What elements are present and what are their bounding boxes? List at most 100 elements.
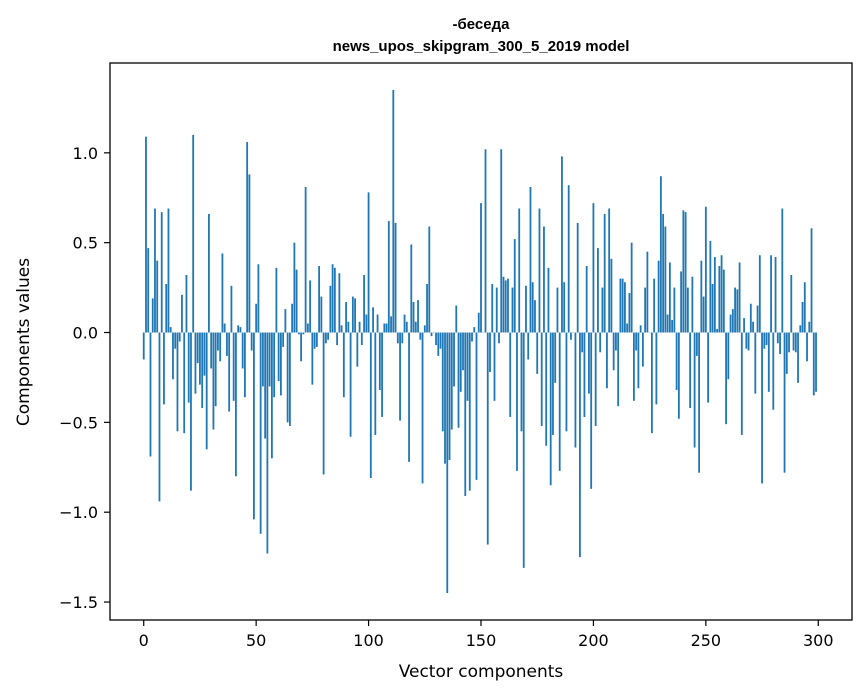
bar	[567, 185, 570, 333]
bar	[149, 332, 152, 457]
bar	[713, 257, 716, 333]
bar	[711, 284, 714, 333]
bar	[511, 287, 514, 333]
bar	[776, 332, 779, 344]
bars-group	[142, 89, 817, 594]
bar	[266, 332, 269, 554]
bar	[228, 332, 231, 412]
bar	[653, 278, 656, 333]
bar	[498, 332, 500, 344]
bar	[657, 260, 660, 333]
bar	[405, 321, 408, 333]
bar	[387, 221, 390, 333]
bar	[201, 332, 204, 408]
bar	[507, 278, 509, 333]
bar	[491, 284, 494, 333]
bar	[396, 332, 399, 344]
bar	[423, 325, 426, 333]
bar	[435, 332, 437, 346]
bar	[761, 332, 763, 484]
bar	[754, 332, 757, 394]
bar	[354, 298, 356, 333]
bar	[239, 327, 242, 333]
bar	[552, 332, 554, 435]
bar	[378, 332, 381, 391]
bar	[244, 332, 246, 398]
bar	[295, 269, 298, 333]
bar	[480, 203, 482, 333]
bar	[486, 332, 489, 545]
bar	[428, 226, 431, 333]
bar	[160, 212, 163, 333]
bar	[619, 278, 622, 333]
bar	[707, 332, 709, 403]
bar	[156, 260, 159, 333]
bar	[255, 303, 258, 333]
bar	[219, 332, 222, 362]
bar	[536, 332, 539, 374]
bar	[484, 149, 487, 333]
bar	[347, 321, 350, 333]
bar	[774, 257, 777, 333]
x-tick-label: 0	[139, 631, 149, 650]
bar	[729, 314, 732, 333]
bar	[313, 332, 316, 349]
bar	[279, 332, 282, 396]
bar	[145, 136, 147, 333]
bar	[693, 332, 696, 448]
bar	[626, 323, 629, 333]
bar	[275, 267, 278, 333]
bar	[154, 208, 156, 333]
x-tick-label: 100	[353, 631, 384, 650]
bar	[230, 285, 233, 333]
bar	[772, 332, 775, 410]
bar	[277, 332, 280, 382]
bar	[282, 332, 285, 347]
bar	[246, 142, 249, 333]
bar	[668, 262, 671, 333]
bar	[801, 301, 804, 333]
bar	[183, 332, 186, 434]
bar	[635, 332, 638, 351]
bar	[722, 269, 725, 333]
x-tick-label: 200	[578, 631, 609, 650]
bar	[785, 332, 788, 374]
bar	[322, 332, 325, 475]
bar	[257, 264, 260, 333]
bar	[720, 255, 723, 333]
y-tick-label: 0.0	[73, 324, 98, 343]
bar	[459, 332, 462, 392]
bar	[644, 287, 647, 333]
bar	[336, 332, 338, 346]
bar	[223, 323, 226, 333]
chart-title-line1: -беседа	[453, 16, 511, 33]
bar	[293, 242, 296, 333]
bar	[462, 332, 464, 371]
bar	[302, 332, 305, 335]
bar	[520, 332, 523, 432]
bar	[226, 332, 228, 356]
bar	[686, 287, 689, 333]
bar	[534, 300, 536, 333]
bar	[178, 332, 181, 342]
bar	[172, 332, 174, 380]
bar	[471, 332, 473, 342]
bar	[165, 284, 168, 333]
bar	[291, 303, 294, 333]
bar	[673, 287, 676, 333]
bar	[210, 332, 213, 369]
bar	[232, 332, 235, 401]
bar	[570, 332, 572, 340]
bar	[286, 332, 289, 423]
bar	[538, 208, 541, 333]
bar	[466, 332, 469, 401]
bar	[205, 332, 208, 450]
bar	[781, 208, 784, 333]
bar	[392, 89, 395, 333]
bar	[779, 332, 781, 355]
bar	[430, 332, 433, 337]
bar	[554, 332, 557, 383]
bar	[677, 332, 680, 419]
bar	[615, 332, 617, 351]
bar	[158, 332, 161, 502]
